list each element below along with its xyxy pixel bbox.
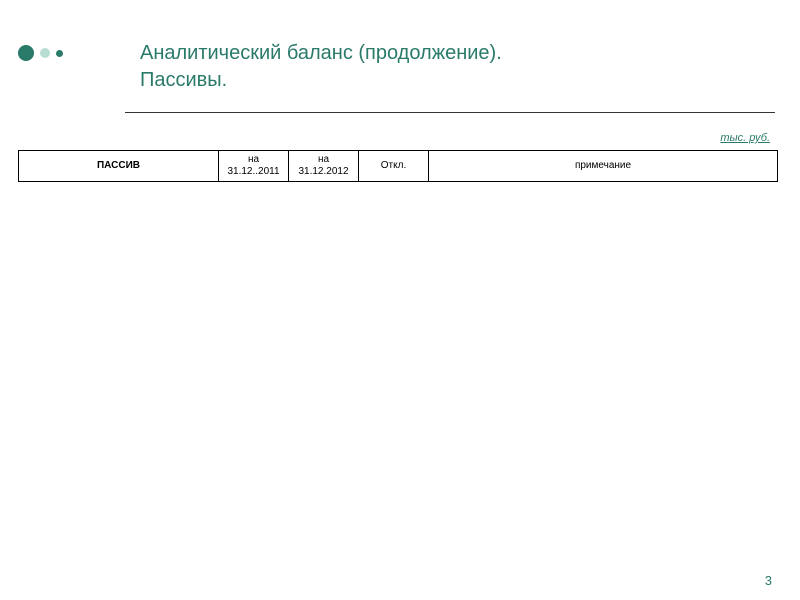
- table-header: ПАССИВна31.12..2011на31.12.2012Откл.прим…: [19, 151, 778, 182]
- decor-dot-3: [56, 50, 63, 57]
- column-header: на31.12.2012: [289, 151, 359, 182]
- slide-title: Аналитический баланс (продолжение). Пасс…: [140, 40, 502, 94]
- column-header: на31.12..2011: [219, 151, 289, 182]
- column-header: Откл.: [359, 151, 429, 182]
- decor-dot-1: [18, 45, 34, 61]
- title-line-1: Аналитический баланс (продолжение).: [140, 40, 502, 67]
- column-header: примечание: [429, 151, 778, 182]
- page-number: 3: [765, 573, 772, 588]
- column-header: ПАССИВ: [19, 151, 219, 182]
- title-line-2: Пассивы.: [140, 67, 502, 94]
- header-decor: [18, 45, 63, 61]
- decor-dot-2: [40, 48, 50, 58]
- title-rule: [125, 112, 775, 113]
- balance-table: ПАССИВна31.12..2011на31.12.2012Откл.прим…: [18, 150, 778, 182]
- unit-caption: тыс. руб.: [720, 132, 770, 144]
